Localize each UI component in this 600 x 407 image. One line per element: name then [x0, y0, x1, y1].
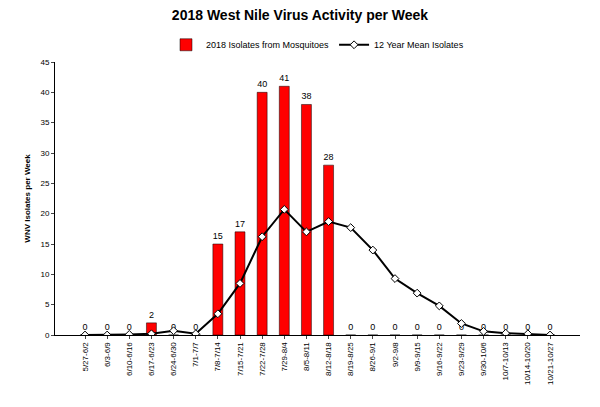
svg-text:0: 0	[171, 322, 176, 332]
svg-text:28: 28	[324, 152, 334, 162]
svg-text:6/24-6/30: 6/24-6/30	[169, 342, 178, 376]
svg-text:0: 0	[193, 322, 198, 332]
svg-text:20: 20	[40, 209, 49, 218]
svg-text:17: 17	[235, 219, 245, 229]
svg-text:WNV Isolates per Week: WNV Isolates per Week	[23, 154, 32, 243]
svg-text:0: 0	[392, 322, 397, 332]
svg-text:0: 0	[415, 322, 420, 332]
svg-text:6/3-6/9: 6/3-6/9	[103, 342, 112, 367]
svg-text:41: 41	[279, 73, 289, 83]
svg-text:7/22-7/28: 7/22-7/28	[258, 342, 267, 376]
svg-text:0: 0	[437, 322, 442, 332]
svg-text:8/12-8/18: 8/12-8/18	[324, 342, 333, 376]
svg-text:45: 45	[40, 58, 49, 67]
svg-text:10/21-10/27: 10/21-10/27	[546, 342, 555, 385]
svg-text:6/10-6/16: 6/10-6/16	[125, 342, 134, 376]
svg-text:0: 0	[503, 322, 508, 332]
svg-text:0: 0	[370, 322, 375, 332]
svg-text:0: 0	[45, 331, 50, 340]
svg-text:7/8-7/14: 7/8-7/14	[213, 342, 222, 372]
svg-text:10/7-10/13: 10/7-10/13	[501, 342, 510, 381]
svg-text:5/27-6/2: 5/27-6/2	[81, 342, 90, 372]
svg-text:30: 30	[40, 149, 49, 158]
svg-text:8/5-8/11: 8/5-8/11	[302, 342, 311, 371]
svg-text:10: 10	[40, 270, 49, 279]
svg-text:9/23-9/29: 9/23-9/29	[457, 342, 466, 376]
svg-text:9/9-9/15: 9/9-9/15	[413, 342, 422, 372]
svg-text:35: 35	[40, 118, 49, 127]
svg-text:0: 0	[481, 322, 486, 332]
svg-text:7/1-7/7: 7/1-7/7	[191, 342, 200, 367]
svg-text:9/16-9/22: 9/16-9/22	[435, 342, 444, 376]
svg-text:40: 40	[257, 79, 267, 89]
svg-text:38: 38	[301, 91, 311, 101]
svg-text:2: 2	[149, 310, 154, 320]
svg-text:9/30-10/6: 9/30-10/6	[479, 342, 488, 376]
svg-text:0: 0	[127, 322, 132, 332]
svg-text:0: 0	[82, 322, 87, 332]
svg-text:10/14-10/20: 10/14-10/20	[523, 342, 532, 385]
svg-text:40: 40	[40, 88, 49, 97]
svg-text:12 Year Mean Isolates: 12 Year Mean Isolates	[374, 40, 464, 50]
svg-text:8/26-9/1: 8/26-9/1	[368, 342, 377, 372]
svg-text:25: 25	[40, 179, 49, 188]
svg-text:0: 0	[547, 322, 552, 332]
svg-text:2018 West Nile Virus Activity: 2018 West Nile Virus Activity per Week	[172, 7, 428, 23]
svg-text:0: 0	[525, 322, 530, 332]
svg-text:7/29-8/4: 7/29-8/4	[280, 342, 289, 372]
svg-text:5: 5	[45, 300, 50, 309]
svg-text:6/17-6/23: 6/17-6/23	[147, 342, 156, 376]
svg-text:15: 15	[213, 231, 223, 241]
svg-text:7/15-7/21: 7/15-7/21	[236, 342, 245, 376]
svg-text:8/19-8/25: 8/19-8/25	[346, 342, 355, 376]
svg-text:15: 15	[40, 240, 49, 249]
svg-text:0: 0	[459, 322, 464, 332]
svg-text:0: 0	[105, 322, 110, 332]
svg-text:2018 Isolates from Mosquitoes: 2018 Isolates from Mosquitoes	[206, 40, 329, 50]
svg-text:9/2-9/8: 9/2-9/8	[391, 342, 400, 367]
svg-text:0: 0	[348, 322, 353, 332]
